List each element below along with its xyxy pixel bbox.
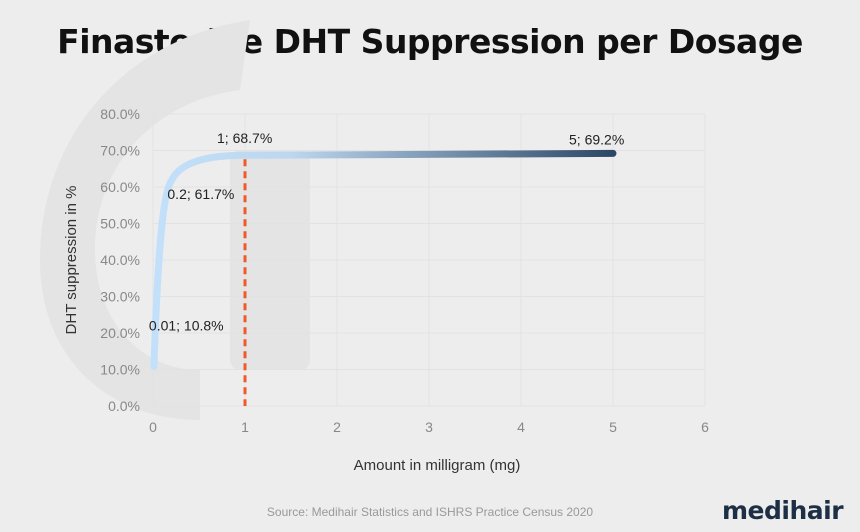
x-tick-label: 4 xyxy=(517,419,525,435)
watermark-logo xyxy=(40,20,310,420)
medihair-logo: medihair xyxy=(722,496,844,525)
y-axis-ticks: 0.0% 10.0% 20.0% 30.0% 40.0% 50.0% 60.0% 70.0% 8… xyxy=(100,106,140,414)
y-tick-label: 50.0% xyxy=(100,216,140,232)
data-labels: 0.01; 10.8% 0.2; 61.7% 1; 68.7% 5; 69.2% xyxy=(149,130,624,333)
x-tick-label: 0 xyxy=(149,419,157,435)
logo-text: medihair xyxy=(722,496,844,525)
y-tick-label: 0.0% xyxy=(108,398,140,414)
y-tick-label: 70.0% xyxy=(100,143,140,159)
x-axis-label: Amount in milligram (mg) xyxy=(354,457,521,474)
source-note: Source: Medihair Statistics and ISHRS Pr… xyxy=(266,505,594,519)
x-axis-ticks: 0 1 2 3 4 5 6 xyxy=(149,419,709,435)
x-tick-label: 2 xyxy=(333,419,341,435)
y-tick-label: 30.0% xyxy=(100,289,140,305)
data-label: 5; 69.2% xyxy=(569,131,624,147)
y-tick-label: 40.0% xyxy=(100,252,140,268)
data-label: 0.2; 61.7% xyxy=(167,186,234,202)
data-label: 1; 68.7% xyxy=(217,130,272,146)
x-tick-label: 6 xyxy=(701,419,709,435)
x-tick-label: 1 xyxy=(241,419,249,435)
y-tick-label: 20.0% xyxy=(100,325,140,341)
y-tick-label: 10.0% xyxy=(100,362,140,378)
series-line xyxy=(150,149,617,371)
y-axis-label: DHT suppression in % xyxy=(63,186,80,335)
x-tick-label: 5 xyxy=(609,419,617,435)
y-tick-label: 80.0% xyxy=(100,106,140,122)
x-tick-label: 3 xyxy=(425,419,433,435)
data-label: 0.01; 10.8% xyxy=(149,318,224,334)
y-tick-label: 60.0% xyxy=(100,179,140,195)
